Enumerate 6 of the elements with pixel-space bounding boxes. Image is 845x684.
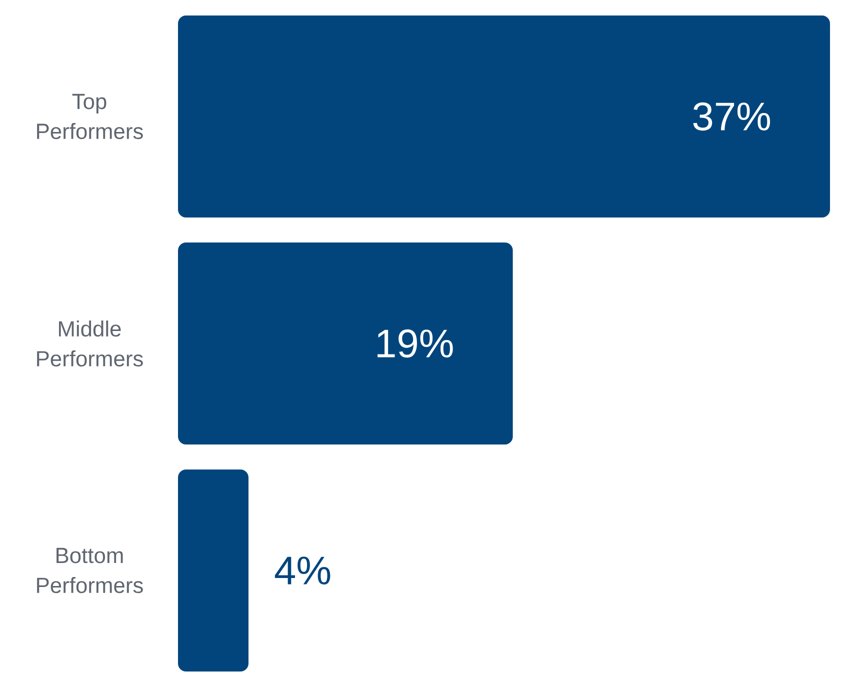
data-label: 37% xyxy=(693,102,770,131)
data-label: 19% xyxy=(378,329,453,358)
y-tick-label: Bottom Performers xyxy=(37,548,143,594)
data-label: 4% xyxy=(274,556,330,584)
y-tick-label: Middle Performers xyxy=(37,320,143,367)
y-tick-label: Top Performers xyxy=(37,94,143,140)
